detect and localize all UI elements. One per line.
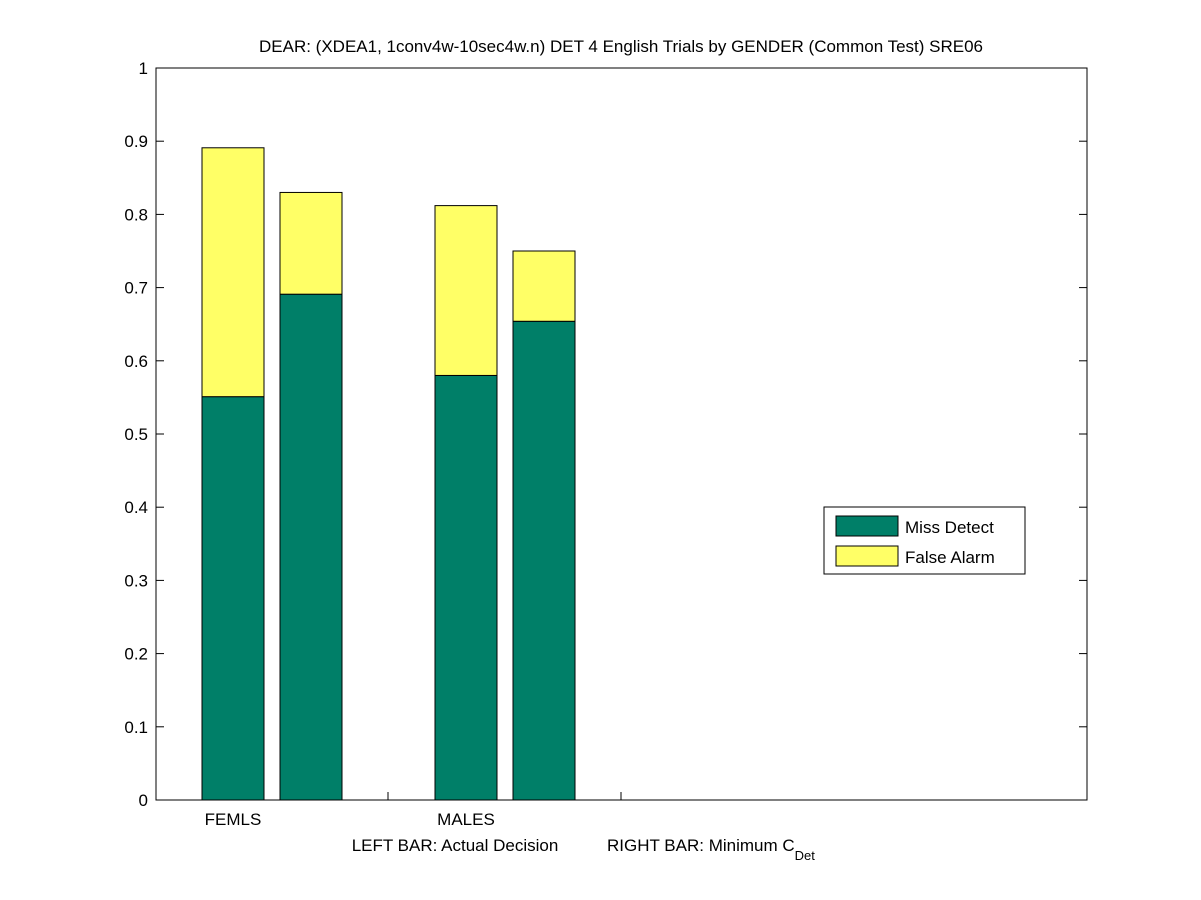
y-tick-label: 0.1 xyxy=(124,718,148,737)
bar-males-actual-false-alarm xyxy=(434,205,498,376)
chart-title: DEAR: (XDEA1, 1conv4w-10sec4w.n) DET 4 E… xyxy=(259,37,983,56)
bar-femls-min-miss-detect xyxy=(279,293,343,801)
y-tick-label: 0.2 xyxy=(124,645,148,664)
x-label-right-sub: Det xyxy=(795,848,816,863)
y-tick-label: 0.9 xyxy=(124,132,148,151)
x-label-right: RIGHT BAR: Minimum CDet xyxy=(607,836,815,863)
legend: Miss Detect False Alarm xyxy=(823,506,1026,575)
y-tick-label: 0 xyxy=(139,791,148,810)
x-tick-label: MALES xyxy=(437,810,495,829)
bar-males-min-miss-detect xyxy=(512,320,576,801)
bar-femls-actual-false-alarm xyxy=(201,147,265,398)
y-tick-label: 0.4 xyxy=(124,498,148,517)
y-tick-label: 0.8 xyxy=(124,205,148,224)
x-label-right-main: RIGHT BAR: Minimum C xyxy=(607,836,795,855)
legend-label-miss-detect: Miss Detect xyxy=(905,518,994,537)
y-tick-label: 1 xyxy=(139,59,148,78)
x-tick-label: FEMLS xyxy=(205,810,262,829)
bar-femls-min-false-alarm xyxy=(279,191,343,295)
y-tick-label: 0.5 xyxy=(124,425,148,444)
legend-swatch-false-alarm xyxy=(835,545,899,567)
y-tick-label: 0.6 xyxy=(124,352,148,371)
y-tick-label: 0.7 xyxy=(124,279,148,298)
legend-swatch-miss-detect xyxy=(835,515,899,537)
bar-males-actual-miss-detect xyxy=(434,374,498,801)
legend-label-false-alarm: False Alarm xyxy=(905,548,995,567)
y-tick-label: 0.3 xyxy=(124,571,148,590)
bar-males-min-false-alarm xyxy=(512,250,576,322)
x-label-left: LEFT BAR: Actual Decision xyxy=(352,836,559,855)
bar-femls-actual-miss-detect xyxy=(201,396,265,801)
